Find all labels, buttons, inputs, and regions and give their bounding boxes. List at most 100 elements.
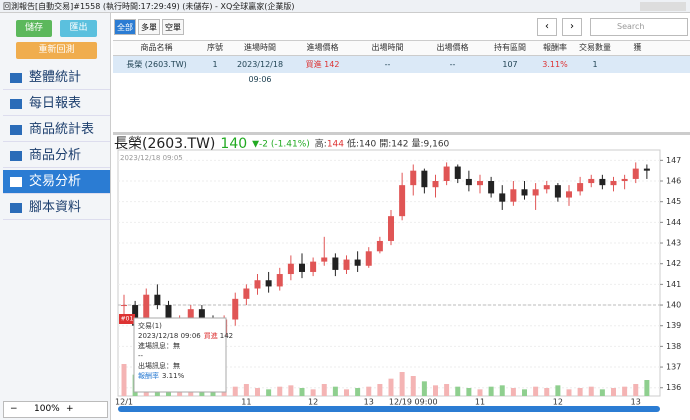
y-tick-label: 142 <box>666 259 681 268</box>
candle-body <box>165 305 172 330</box>
candle-body <box>454 166 461 179</box>
volume-bar <box>310 389 316 396</box>
menu-item[interactable]: 每日報表 <box>3 92 110 116</box>
tab[interactable]: 空單 <box>162 19 184 35</box>
tooltip-text: 進場訊息：無 <box>138 341 180 350</box>
zoom-out[interactable]: − <box>10 404 18 414</box>
volume-bar <box>577 388 583 396</box>
menu-icon <box>10 203 22 213</box>
candle-body <box>399 185 406 217</box>
volume-bar <box>466 388 472 396</box>
candle-body <box>388 216 394 241</box>
candle-body <box>532 189 539 196</box>
menu-item[interactable]: 商品分析 <box>3 144 110 168</box>
volume-bar <box>488 386 494 396</box>
menu-icon <box>10 73 22 83</box>
scrollbar[interactable] <box>118 406 660 412</box>
candle-body <box>132 305 139 326</box>
volume-bar <box>366 386 372 396</box>
x-tick-label: 11 <box>241 398 251 407</box>
candle-body <box>488 181 495 194</box>
candle-body <box>254 280 261 289</box>
candle-body <box>310 261 317 272</box>
menu-item[interactable]: 商品統計表 <box>3 118 110 142</box>
menu-icon <box>10 99 22 109</box>
volume-bar <box>288 385 294 396</box>
candle-body <box>477 181 483 186</box>
y-tick-label: 136 <box>666 383 681 392</box>
candle-body <box>632 168 639 179</box>
tab[interactable]: 全部 <box>114 19 136 35</box>
candle-body <box>187 309 194 322</box>
y-tick-label: 146 <box>666 177 681 186</box>
prev-button[interactable]: ‹ <box>537 18 557 36</box>
splitter[interactable] <box>113 132 690 135</box>
candle-body <box>499 193 506 202</box>
volume-bar <box>299 388 305 396</box>
volume-bar <box>433 385 438 396</box>
cell: 107 <box>502 60 518 69</box>
cell: -- <box>449 60 456 69</box>
tooltip-text: 買進 <box>204 331 218 340</box>
candle-body <box>299 263 305 272</box>
volume-bar <box>232 386 238 396</box>
cell: 3.11% <box>542 60 568 69</box>
window-title: 回測報告[自動交易]#1558 (執行時間:17:29:49) (未儲存) - … <box>0 0 690 13</box>
candle-body <box>621 178 628 182</box>
column-header: 進場時間 <box>244 43 276 52</box>
tab[interactable]: 多單 <box>138 19 160 35</box>
cell: 買進 142 <box>305 60 340 69</box>
candle-body <box>543 185 550 190</box>
candle-body <box>577 183 584 192</box>
rerun-button[interactable]: 重新回測 <box>16 42 97 59</box>
volume-bar <box>555 385 561 396</box>
column-header: 進場價格 <box>306 43 339 52</box>
candle-body <box>143 294 150 326</box>
next-button[interactable]: › <box>562 18 582 36</box>
candle-body <box>332 257 339 270</box>
save-button[interactable]: 儲存 <box>16 20 52 37</box>
menu-item[interactable]: 整體統計 <box>3 66 110 90</box>
volume-bar <box>622 386 628 396</box>
menu-icon <box>10 151 22 161</box>
volume-bar <box>644 380 650 396</box>
x-tick-label: 12/19 09:00 <box>389 398 438 407</box>
column-header: 出場價格 <box>436 43 469 52</box>
trade-marker <box>119 314 135 324</box>
y-tick-label: 140 <box>666 301 681 310</box>
table-row[interactable] <box>113 56 690 73</box>
cell: -- <box>384 60 391 69</box>
stat-label: 低: <box>347 138 359 150</box>
volume-bar <box>566 389 572 396</box>
volume-bar <box>243 384 249 396</box>
volume-bar <box>510 388 516 396</box>
stat-label: 開: <box>379 139 391 150</box>
export-button[interactable]: 匯出 <box>60 20 97 37</box>
volume-bar <box>399 372 405 396</box>
volume-bar <box>410 376 416 396</box>
menu-item[interactable]: 腳本資料 <box>3 196 110 220</box>
candle-body <box>465 178 472 186</box>
volume-bar <box>588 386 594 396</box>
volume-bar <box>522 389 527 396</box>
candle-body <box>599 178 606 186</box>
candle-body <box>610 181 617 186</box>
volume-bar <box>277 386 283 396</box>
volume-bar <box>355 388 361 396</box>
chart: 136 137 138 139 140 141 142 143 144 145 146 147 長榮(2… <box>114 136 681 412</box>
y-tick-label: 144 <box>666 218 681 227</box>
volume-bar <box>599 389 605 396</box>
tooltip-text: 3.11% <box>162 372 185 380</box>
volume-bar <box>533 386 539 396</box>
candle-body <box>265 280 272 287</box>
zoom-in[interactable]: + <box>66 404 74 414</box>
window-controls[interactable] <box>640 2 686 11</box>
search-box[interactable]: Search <box>590 18 688 36</box>
candle-body <box>343 259 350 270</box>
stat-label: 量: <box>411 139 423 150</box>
volume-bar <box>332 386 338 396</box>
volume-bar <box>255 388 260 396</box>
candle-body <box>432 181 439 188</box>
volume-bar <box>611 388 616 396</box>
stat-value: 144 <box>327 140 344 150</box>
